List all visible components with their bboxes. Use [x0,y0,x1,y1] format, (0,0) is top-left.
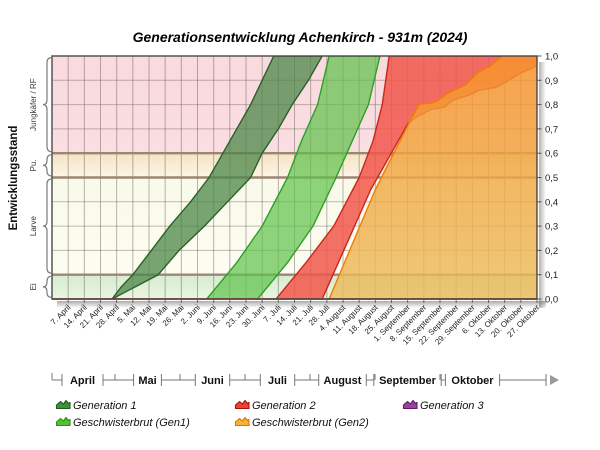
category-label: Ei [29,283,38,290]
y-tick-label: 0,0 [545,295,558,306]
legend-label: Geschwisterbrut (Gen1) [73,417,190,429]
month-axis-arrow-icon [550,375,559,385]
shadow-bottom [57,301,546,308]
y-tick-label: 0,3 [545,222,558,233]
month-label: August [324,375,362,387]
y-tick-label: 0,8 [545,100,558,111]
category-axis: Ei Larve Pu. Jungkäfer / RF [29,56,53,299]
y-tick-label: 0,9 [545,76,558,87]
y-tick-label: 0,4 [545,197,558,208]
category-brace [42,56,53,153]
legend-swatch-icon [55,399,71,410]
legend-label: Geschwisterbrut (Gen2) [252,417,369,429]
y-tick-label: 0,2 [545,246,558,257]
legend-item-geschwisterbrut-gen1-: Geschwisterbrut (Gen1) [55,416,190,429]
legend-item-geschwisterbrut-gen2-: Geschwisterbrut (Gen2) [234,416,369,429]
month-label: April [70,375,95,387]
month-label: Juni [201,375,224,387]
category-label: Larve [29,216,38,237]
legend-swatch-icon [234,399,250,410]
series-area-generation-1 [111,56,323,299]
category-brace [42,275,53,299]
legend-item-generation-3: Generation 3 [402,399,484,412]
category-label: Jungkäfer / RF [29,78,38,131]
month-axis: April Mai Juni Juli August September Oktober [51,373,559,387]
legend-label: Generation 2 [252,400,316,412]
category-brace [42,178,53,274]
y-axis-title: Entwicklungsstand [8,126,20,231]
month-label: Oktober [451,375,494,387]
category-label: Pu. [29,159,38,171]
series-area-geschwisterbrut-gen2- [328,56,537,299]
y-tick-label: 0,1 [545,270,558,281]
month-label: Mai [138,375,156,387]
y-axis-right: 0,0 0,1 0,2 0,3 0,4 0,5 0,6 0,7 0,8 0,9 1,0 [537,52,558,306]
chart-title: Generationsentwicklung Achenkirch - 931m… [133,29,468,45]
legend-label: Generation 1 [73,400,137,412]
legend-swatch-icon [234,416,250,427]
series-area-geschwisterbrut-gen1- [206,56,381,299]
legend: Generation 1 Generation 2 Generation 3 Gesc… [55,399,484,429]
month-label: September [379,375,437,387]
legend-label: Generation 3 [420,400,484,412]
y-tick-label: 0,7 [545,124,558,135]
y-tick-label: 1,0 [545,52,558,63]
legend-item-generation-1: Generation 1 [55,399,137,412]
legend-swatch-icon [55,416,71,427]
month-label: Juli [268,375,287,387]
legend-item-generation-2: Generation 2 [234,399,316,412]
y-tick-label: 0,5 [545,173,558,184]
y-tick-label: 0,6 [545,149,558,160]
shadow-right [539,62,546,308]
category-brace [42,154,53,177]
legend-swatch-icon [402,399,418,410]
series-areas [111,56,537,299]
